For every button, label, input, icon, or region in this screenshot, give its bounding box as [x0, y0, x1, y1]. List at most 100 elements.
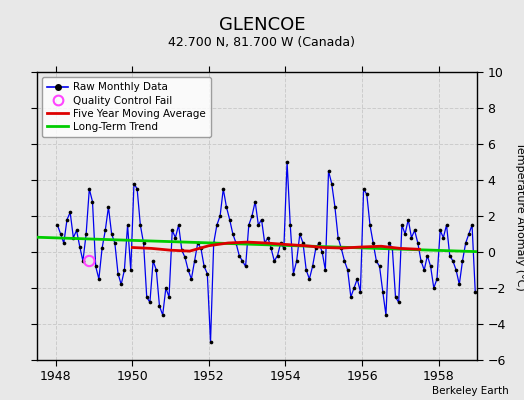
- Point: [213, 222, 221, 228]
- Point: [337, 245, 345, 252]
- Point: [130, 180, 138, 187]
- Point: [75, 243, 84, 250]
- Point: [98, 245, 106, 252]
- Point: [184, 267, 192, 273]
- Point: [123, 222, 132, 228]
- Point: [308, 263, 316, 270]
- Point: [445, 252, 454, 259]
- Point: [353, 276, 362, 282]
- Text: 42.700 N, 81.700 W (Canada): 42.700 N, 81.700 W (Canada): [169, 36, 355, 49]
- Point: [388, 245, 397, 252]
- Point: [95, 276, 103, 282]
- Point: [101, 227, 110, 234]
- Point: [404, 216, 412, 223]
- Point: [324, 168, 333, 174]
- Point: [60, 240, 68, 246]
- Point: [92, 263, 100, 270]
- Point: [79, 258, 87, 264]
- Point: [143, 294, 151, 300]
- Point: [267, 245, 275, 252]
- Point: [251, 198, 259, 205]
- Point: [158, 312, 167, 318]
- Point: [378, 288, 387, 295]
- Point: [385, 240, 394, 246]
- Point: [254, 222, 263, 228]
- Point: [430, 285, 438, 291]
- Point: [136, 222, 145, 228]
- Point: [248, 213, 256, 219]
- Point: [257, 216, 266, 223]
- Point: [242, 263, 250, 270]
- Point: [458, 258, 467, 264]
- Point: [190, 258, 199, 264]
- Point: [350, 285, 358, 291]
- Point: [398, 222, 406, 228]
- Point: [171, 234, 180, 241]
- Point: [200, 263, 209, 270]
- Point: [225, 216, 234, 223]
- Point: [216, 213, 224, 219]
- Point: [449, 258, 457, 264]
- Point: [468, 222, 476, 228]
- Point: [347, 294, 355, 300]
- Point: [366, 222, 374, 228]
- Point: [238, 258, 247, 264]
- Point: [289, 270, 298, 277]
- Point: [356, 288, 365, 295]
- Point: [149, 258, 157, 264]
- Point: [382, 312, 390, 318]
- Point: [315, 240, 323, 246]
- Point: [462, 240, 470, 246]
- Point: [155, 303, 163, 309]
- Point: [57, 231, 65, 237]
- Point: [410, 227, 419, 234]
- Point: [372, 258, 380, 264]
- Point: [178, 247, 186, 254]
- Point: [318, 249, 326, 255]
- Point: [197, 245, 205, 252]
- Point: [53, 222, 62, 228]
- Point: [343, 267, 352, 273]
- Text: GLENCOE: GLENCOE: [219, 16, 305, 34]
- Point: [359, 186, 368, 192]
- Point: [181, 254, 189, 261]
- Point: [168, 227, 177, 234]
- Point: [88, 198, 96, 205]
- Point: [395, 299, 403, 306]
- Point: [280, 245, 288, 252]
- Point: [264, 234, 272, 241]
- Point: [146, 299, 154, 306]
- Point: [117, 281, 125, 288]
- Point: [321, 267, 330, 273]
- Point: [107, 231, 116, 237]
- Point: [270, 258, 278, 264]
- Point: [228, 231, 237, 237]
- Point: [296, 231, 304, 237]
- Point: [423, 252, 432, 259]
- Point: [369, 240, 377, 246]
- Point: [277, 240, 285, 246]
- Point: [286, 222, 294, 228]
- Point: [363, 191, 371, 198]
- Point: [162, 285, 170, 291]
- Point: [219, 186, 227, 192]
- Point: [206, 339, 215, 345]
- Point: [152, 267, 160, 273]
- Point: [104, 204, 113, 210]
- Point: [193, 240, 202, 246]
- Point: [114, 270, 122, 277]
- Point: [302, 267, 310, 273]
- Point: [63, 216, 71, 223]
- Point: [305, 276, 313, 282]
- Point: [111, 240, 119, 246]
- Point: [85, 186, 93, 192]
- Point: [69, 234, 78, 241]
- Point: [334, 234, 342, 241]
- Point: [260, 240, 269, 246]
- Point: [452, 267, 460, 273]
- Point: [427, 263, 435, 270]
- Point: [420, 267, 429, 273]
- Point: [133, 186, 141, 192]
- Point: [120, 267, 128, 273]
- Point: [407, 234, 416, 241]
